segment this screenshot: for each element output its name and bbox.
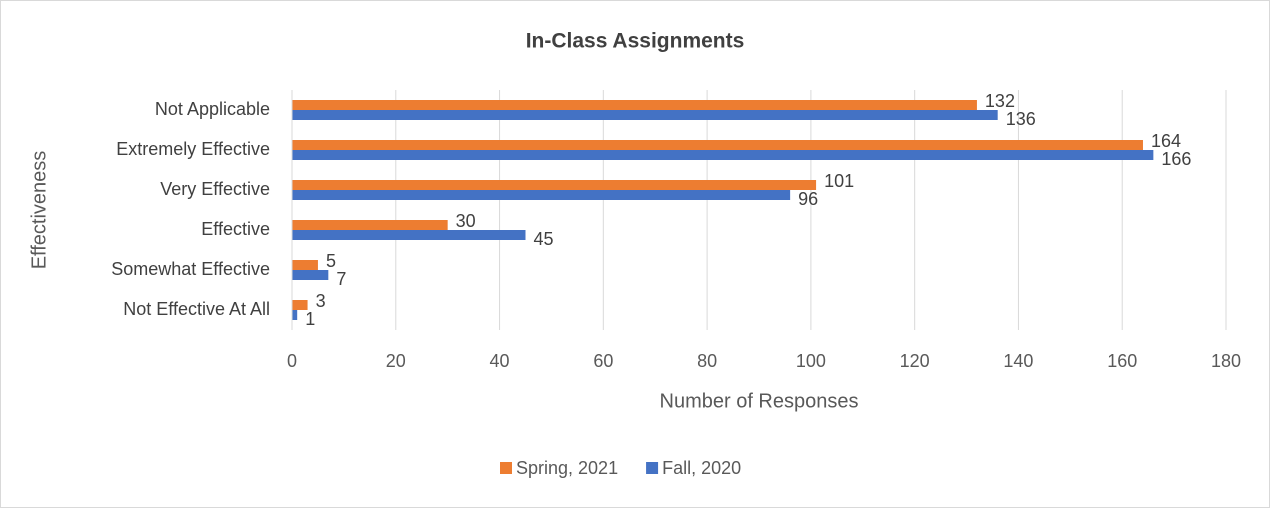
- data-label: 166: [1161, 149, 1191, 169]
- data-label: 45: [534, 229, 554, 249]
- data-label: 30: [456, 211, 476, 231]
- legend-label: Spring, 2021: [516, 458, 618, 478]
- data-label: 7: [336, 269, 346, 289]
- data-label: 136: [1006, 109, 1036, 129]
- x-tick-label: 60: [593, 351, 613, 371]
- x-tick-label: 40: [490, 351, 510, 371]
- bar: [292, 190, 791, 200]
- data-label: 132: [985, 91, 1015, 111]
- legend-swatch: [646, 462, 659, 474]
- bar: [292, 310, 298, 320]
- data-label: 1: [305, 309, 315, 329]
- bar: [292, 230, 526, 240]
- bar: [292, 140, 1143, 150]
- x-tick-label: 20: [386, 351, 406, 371]
- y-tick-label: Not Applicable: [155, 99, 270, 119]
- data-label: 164: [1151, 131, 1181, 151]
- bar: [292, 220, 448, 230]
- x-tick-label: 100: [796, 351, 826, 371]
- y-tick-label: Very Effective: [160, 179, 270, 199]
- x-axis-title: Number of Responses: [660, 390, 859, 412]
- x-tick-label: 80: [697, 351, 717, 371]
- y-tick-label: Effective: [201, 219, 270, 239]
- bar: [292, 260, 318, 270]
- x-tick-label: 120: [900, 351, 930, 371]
- y-tick-label: Not Effective At All: [123, 299, 270, 319]
- y-tick-label: Extremely Effective: [116, 139, 270, 159]
- x-tick-label: 140: [1003, 351, 1033, 371]
- bar: [292, 270, 329, 280]
- bar: [292, 300, 308, 310]
- x-tick-label: 180: [1211, 351, 1241, 371]
- data-label: 3: [316, 291, 326, 311]
- bar: [292, 100, 977, 110]
- legend-swatch: [500, 462, 512, 474]
- y-tick-label: Somewhat Effective: [111, 259, 270, 279]
- chart-title: In-Class Assignments: [526, 30, 745, 53]
- y-axis-title: Effectiveness: [28, 151, 50, 270]
- bar: [292, 110, 998, 120]
- x-tick-label: 160: [1107, 351, 1137, 371]
- data-label: 96: [798, 189, 818, 209]
- data-label: 5: [326, 251, 336, 271]
- legend-label: Fall, 2020: [662, 458, 741, 478]
- data-label: 101: [824, 171, 854, 191]
- bar: [292, 180, 817, 190]
- bar: [292, 150, 1154, 160]
- x-tick-label: 0: [287, 351, 297, 371]
